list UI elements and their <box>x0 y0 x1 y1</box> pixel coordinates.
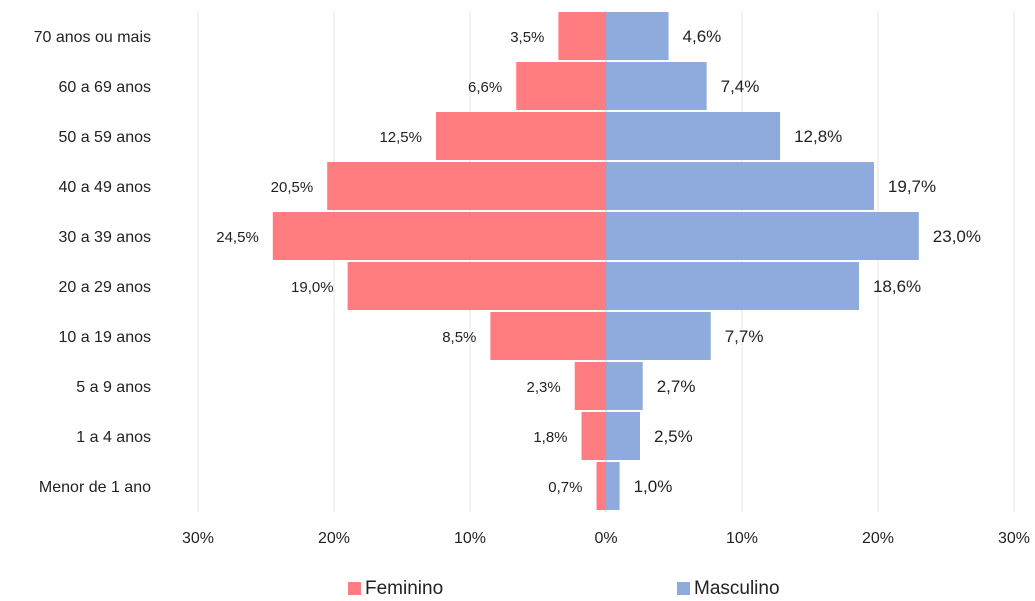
data-label-feminino: 6,6% <box>468 79 502 96</box>
category-label: 20 a 29 anos <box>58 279 151 296</box>
data-label-masculino: 7,7% <box>725 327 764 346</box>
legend-label-masculino: Masculino <box>694 578 780 599</box>
bar-masculino <box>606 212 919 260</box>
bar-feminino <box>596 462 606 510</box>
data-label-feminino: 19,0% <box>291 279 334 296</box>
x-tick-label: 20% <box>862 530 894 547</box>
bar-feminino <box>490 312 606 360</box>
data-label-feminino: 1,8% <box>533 429 567 446</box>
bar-masculino <box>606 362 643 410</box>
data-label-masculino: 23,0% <box>933 227 981 246</box>
data-label-masculino: 2,7% <box>657 377 696 396</box>
bar-feminino <box>436 112 606 160</box>
bar-feminino <box>272 212 606 260</box>
bar-masculino <box>606 412 640 460</box>
data-label-feminino: 24,5% <box>216 229 259 246</box>
x-tick-label: 10% <box>454 530 486 547</box>
bar-masculino <box>606 12 669 60</box>
data-label-masculino: 7,4% <box>721 77 760 96</box>
category-label: 50 a 59 anos <box>58 129 151 146</box>
category-label: 10 a 19 anos <box>58 329 151 346</box>
data-label-feminino: 0,7% <box>548 479 582 496</box>
category-label: Menor de 1 ano <box>39 479 151 496</box>
legend-label-feminino: Feminino <box>365 578 443 599</box>
bar-masculino <box>606 312 711 360</box>
data-label-feminino: 8,5% <box>442 329 476 346</box>
bar-masculino <box>606 262 859 310</box>
data-label-feminino: 12,5% <box>379 129 422 146</box>
x-axis-ticks: 30% 20% 10% 0% 10% 20% 30% <box>182 530 1030 547</box>
category-label: 70 anos ou mais <box>34 29 151 46</box>
x-tick-label: 0% <box>594 530 617 547</box>
x-tick-label: 30% <box>998 530 1030 547</box>
bar-feminino <box>581 412 606 460</box>
data-label-feminino: 3,5% <box>510 29 544 46</box>
category-labels: 70 anos ou mais 60 a 69 anos 50 a 59 anos 4… <box>34 29 152 496</box>
category-label: 1 a 4 anos <box>76 429 151 446</box>
bar-masculino <box>606 462 620 510</box>
bar-feminino <box>347 262 606 310</box>
bar-feminino <box>574 362 606 410</box>
data-label-masculino: 18,6% <box>873 277 921 296</box>
bar-masculino <box>606 112 781 160</box>
bar-feminino <box>327 162 606 210</box>
x-tick-label: 10% <box>726 530 758 547</box>
bars <box>272 12 919 510</box>
x-tick-label: 30% <box>182 530 214 547</box>
legend-swatch-feminino <box>348 582 361 595</box>
data-label-masculino: 1,0% <box>634 477 673 496</box>
legend: Feminino Masculino <box>348 578 780 599</box>
data-label-masculino: 19,7% <box>888 177 936 196</box>
x-tick-label: 20% <box>318 530 350 547</box>
bar-feminino <box>516 62 606 110</box>
data-label-feminino: 2,3% <box>527 379 561 396</box>
data-label-masculino: 4,6% <box>683 27 722 46</box>
bar-masculino <box>606 62 707 110</box>
data-label-feminino: 20,5% <box>271 179 314 196</box>
category-label: 60 a 69 anos <box>58 79 151 96</box>
category-label: 30 a 39 anos <box>58 229 151 246</box>
bar-masculino <box>606 162 874 210</box>
legend-swatch-masculino <box>677 582 690 595</box>
data-label-masculino: 12,8% <box>794 127 842 146</box>
data-label-masculino: 2,5% <box>654 427 693 446</box>
bar-feminino <box>558 12 606 60</box>
category-label: 40 a 49 anos <box>58 179 151 196</box>
data-labels: 3,5% 4,6% 6,6% 7,4% 12,5% 12,8% 20,5% 19,7% 24,5… <box>216 27 981 496</box>
category-label: 5 a 9 anos <box>76 379 151 396</box>
